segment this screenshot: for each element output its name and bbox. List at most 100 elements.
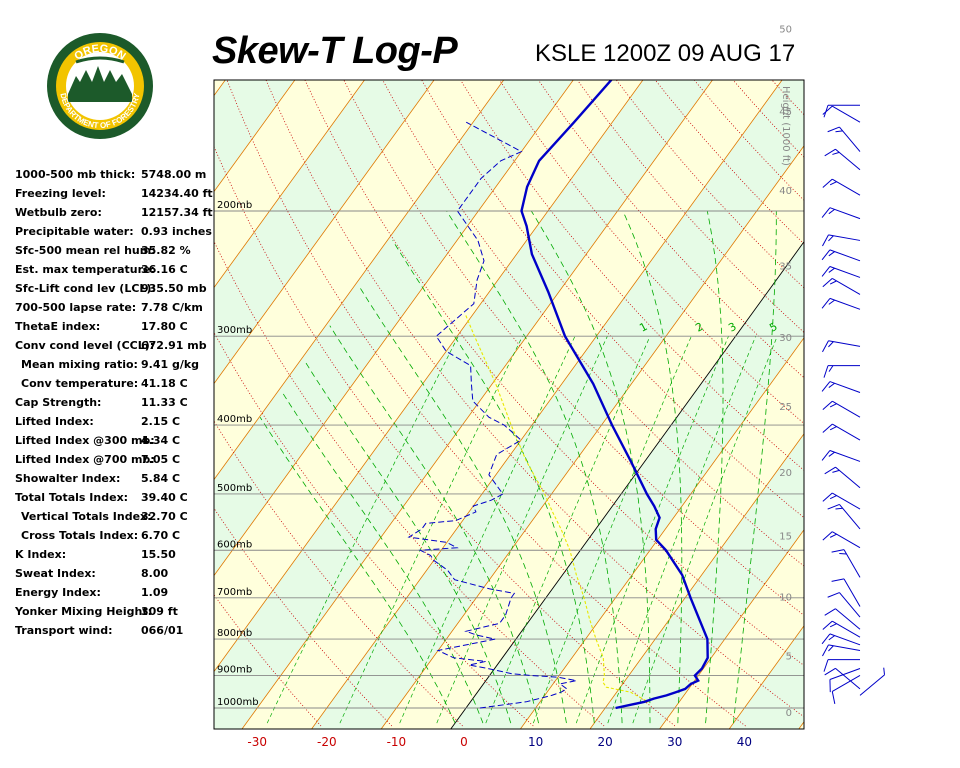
- height-tick-label: 20: [779, 468, 792, 479]
- moist-adiabat: [705, 210, 724, 724]
- isobar-label: 300mb: [217, 325, 252, 336]
- wind-barb: [831, 675, 861, 704]
- mixing-ratio-line: [399, 336, 576, 724]
- wind-barb: [859, 667, 886, 696]
- isotherm: [214, 80, 296, 193]
- moist-adiabat: [329, 325, 539, 724]
- barb-flag: [823, 365, 829, 378]
- background-bands: [214, 75, 960, 734]
- barb-staff: [832, 400, 861, 418]
- barb-flag: [822, 492, 833, 502]
- index-label: Cross Totals Index:: [21, 529, 139, 542]
- height-tick-label: 5: [786, 651, 792, 662]
- mixing-ratio-line: [436, 336, 608, 724]
- isotherm-band: [311, 80, 804, 729]
- index-row: Cap Strength: 11.33 C: [15, 396, 215, 415]
- wind-barb: [823, 365, 860, 378]
- mixing-ratio-line: [632, 336, 778, 724]
- barb-flag: [827, 503, 840, 510]
- temperature-line: [520, 80, 709, 710]
- wind-barb: [821, 450, 861, 462]
- isobar-label: 800mb: [217, 628, 252, 639]
- isotherm: [241, 80, 713, 729]
- barb-flag: [824, 667, 836, 676]
- wind-barb: [821, 207, 861, 220]
- barb-flag: [822, 178, 833, 188]
- index-row: Freezing level: 14234.40 ft: [15, 187, 215, 206]
- index-label: K Index:: [15, 548, 67, 561]
- isotherm-band: [865, 75, 960, 734]
- index-value: 4.34 C: [141, 434, 181, 447]
- index-value: 066/01: [141, 624, 184, 637]
- barb-flag: [828, 382, 835, 388]
- barb-flag: [827, 592, 840, 598]
- isotherm: [380, 145, 804, 729]
- barb-flag: [829, 403, 837, 408]
- barb-flag: [828, 645, 834, 652]
- index-value: 32.70 C: [141, 510, 188, 523]
- barb-staff: [828, 234, 861, 241]
- index-row: Transport wind: 066/01: [15, 624, 215, 643]
- chart-title: Skew-T Log-P: [212, 30, 458, 72]
- barb-flag: [831, 578, 845, 582]
- index-row: Energy Index: 1.09: [15, 586, 215, 605]
- moist-adiabat: [392, 240, 595, 724]
- barb-flag: [822, 423, 833, 433]
- reference-grid: [0, 75, 804, 734]
- plot-frame: [213, 79, 805, 730]
- index-value: 7.78 C/km: [141, 301, 203, 314]
- barb-staff: [832, 620, 861, 638]
- wind-barb: [822, 423, 861, 441]
- index-label: Cap Strength:: [15, 396, 102, 409]
- mixing-ratio-line: [266, 336, 459, 724]
- dewpoint-line: [407, 121, 577, 709]
- index-label: Lifted Index @300 mb:: [15, 434, 155, 447]
- barb-flag: [828, 235, 834, 242]
- barb-flag: [821, 450, 831, 461]
- barb-flag: [823, 659, 829, 672]
- wind-barb: [824, 466, 861, 489]
- wind-barb: [821, 249, 861, 262]
- barb-staff: [829, 207, 861, 220]
- barb-flag: [827, 126, 840, 133]
- index-row: Showalter Index: 5.84 C: [15, 472, 215, 491]
- wind-barb: [831, 549, 861, 578]
- mixing-ratio-line: [532, 336, 692, 724]
- barb-flag: [829, 181, 837, 186]
- barb-staff: [829, 450, 861, 462]
- barb-flag: [824, 608, 836, 616]
- isobars: [214, 210, 804, 709]
- wind-barb: [822, 492, 861, 510]
- index-value: 6.70 C: [141, 529, 181, 542]
- index-label: Mean mixing ratio:: [21, 358, 138, 371]
- barb-staff: [835, 667, 861, 690]
- barb-flag: [821, 207, 831, 218]
- isotherm: [0, 75, 159, 734]
- index-row: 1000-500 mb thick: 5748.00 m: [15, 168, 215, 187]
- moist-adiabat: [622, 210, 683, 724]
- dry-adiabat: [214, 240, 605, 727]
- index-value: 39.40 C: [141, 491, 188, 504]
- barb-flag: [822, 278, 833, 288]
- mixing-ratio-line: [339, 336, 523, 724]
- wind-barb: [822, 277, 861, 295]
- barb-flag: [831, 549, 845, 553]
- isotherm: [659, 529, 804, 729]
- barb-staff: [829, 668, 861, 680]
- oregon-forestry-logo: OREGON DEPARTMENT OF FORESTRY: [47, 33, 153, 139]
- index-label: Sweat Index:: [15, 567, 96, 580]
- barb-flag: [822, 531, 833, 541]
- wind-barb: [822, 400, 861, 418]
- index-value: 0.93 inches: [141, 225, 212, 238]
- barb-flag: [829, 533, 837, 538]
- barb-flag: [823, 105, 829, 118]
- wind-barb: [821, 633, 861, 646]
- index-label: Transport wind:: [15, 624, 113, 637]
- barb-flag: [822, 400, 833, 410]
- height-tick-label: 0: [786, 708, 792, 719]
- height-tick-label: 40: [779, 186, 792, 197]
- isotherm: [214, 80, 505, 481]
- barb-flag: [828, 451, 835, 457]
- index-row: Lifted Index: 2.15 C: [15, 415, 215, 434]
- barb-staff: [829, 249, 861, 262]
